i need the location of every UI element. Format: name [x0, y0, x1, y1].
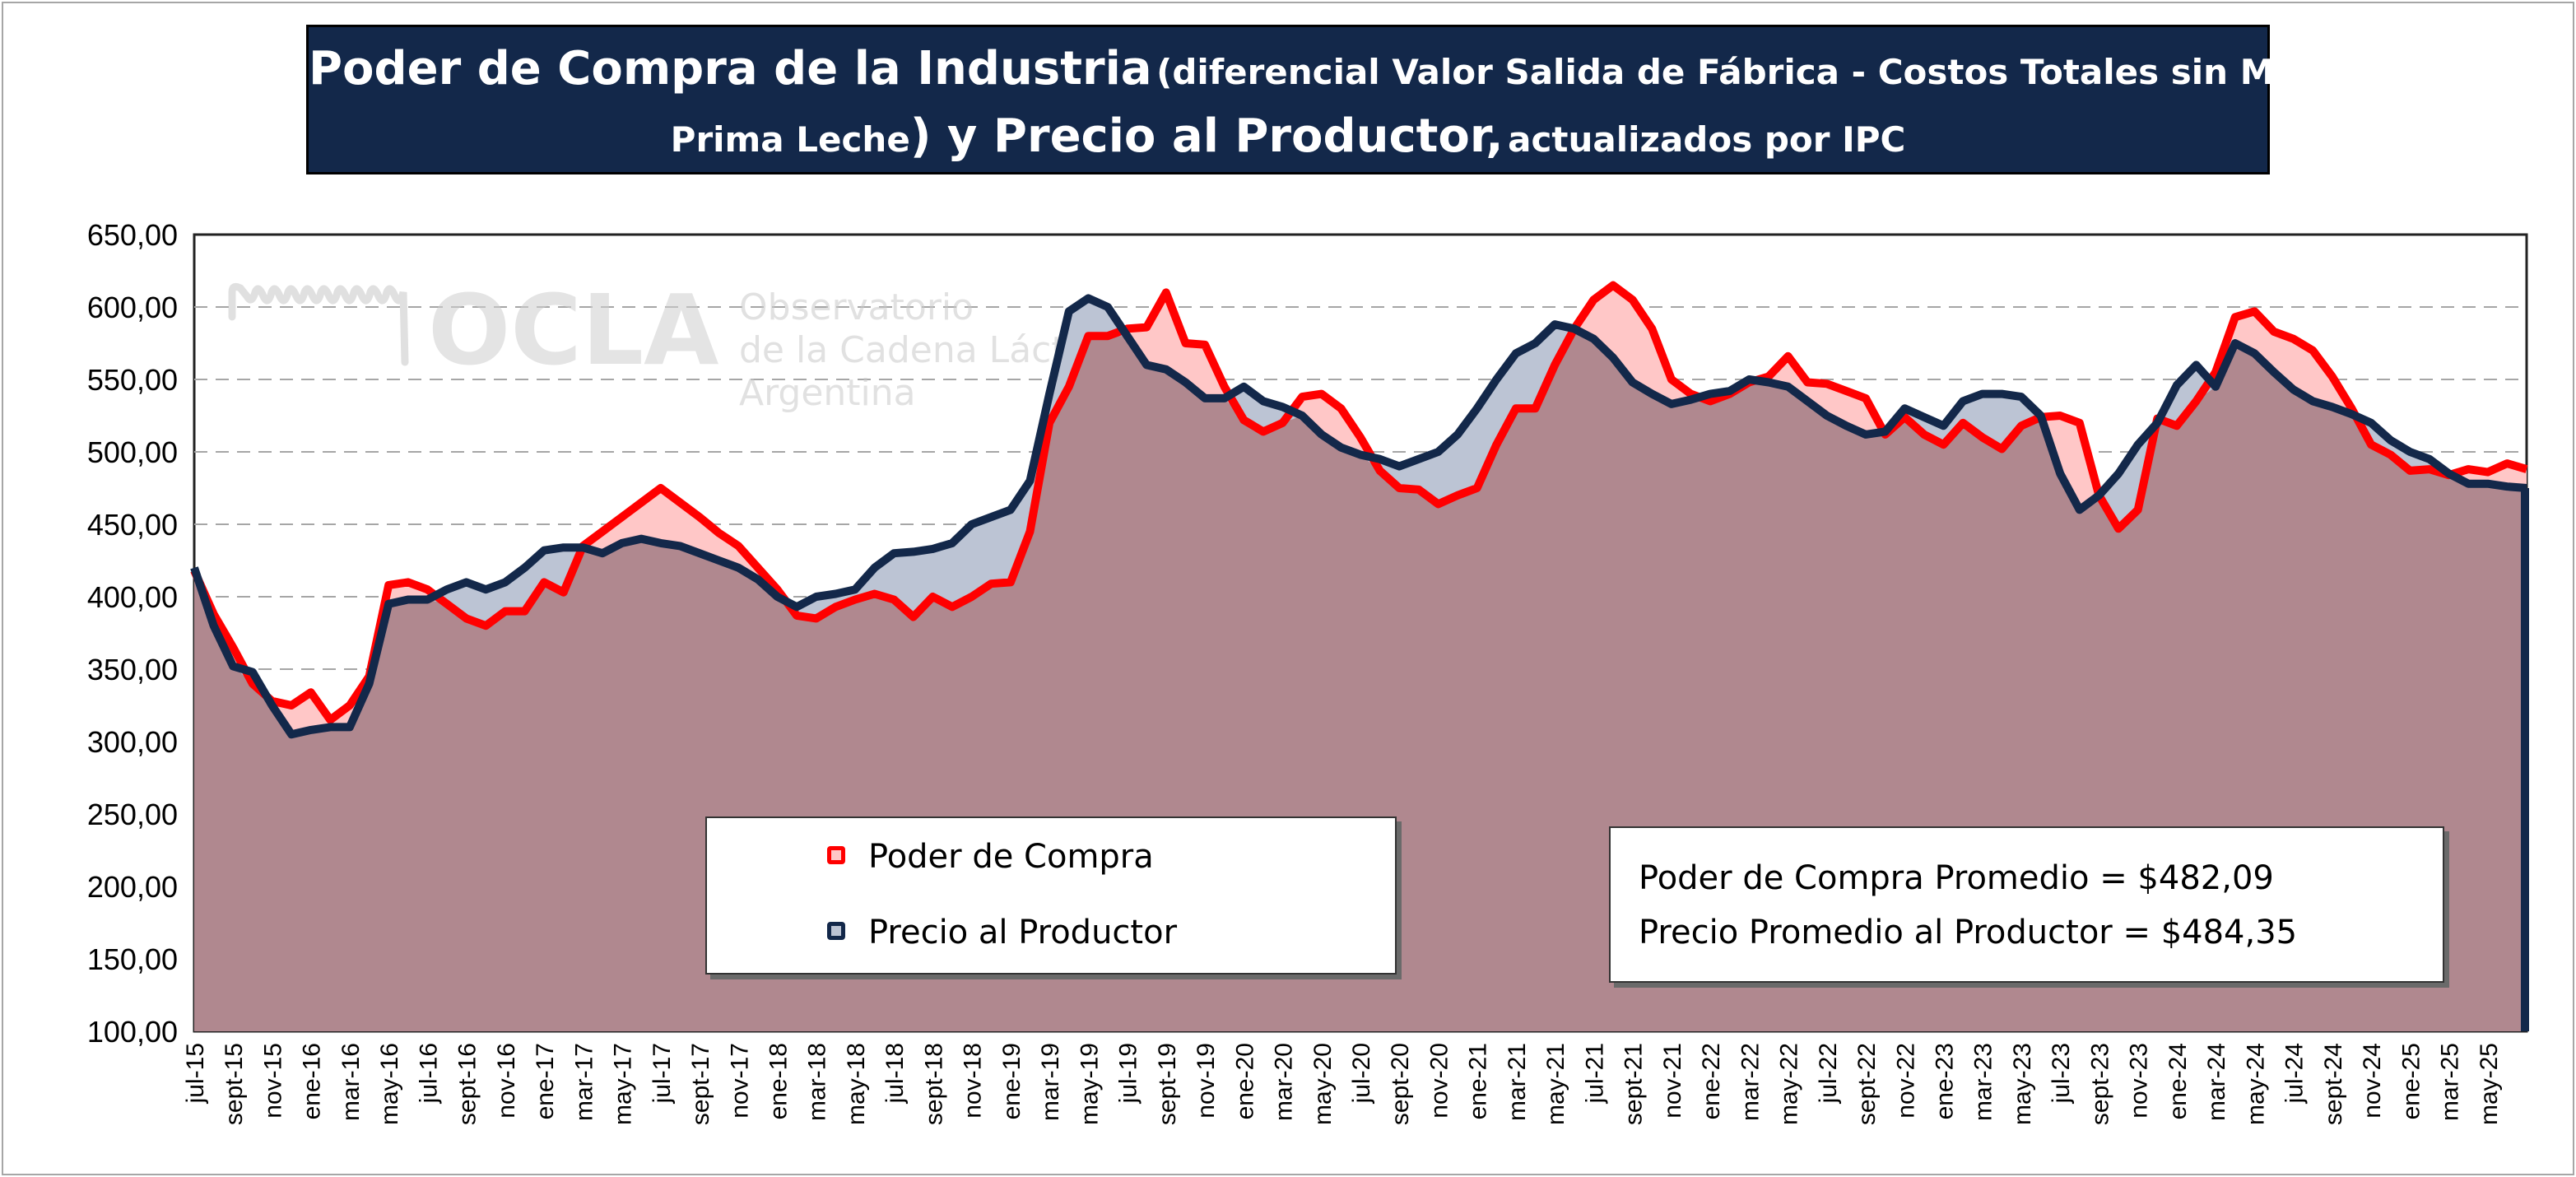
y-tick-label: 200,00: [87, 870, 178, 904]
x-tick-label: sept-16: [454, 1043, 481, 1125]
x-tick-label: nov-23: [2126, 1043, 2153, 1119]
y-axis: 100,00 150,00 200,00 250,00 300,00 350,00 400,…: [87, 218, 178, 1049]
x-tick-label: ene-16: [299, 1043, 326, 1119]
x-tick-label: may-22: [1776, 1043, 1803, 1125]
x-tick-label: nov-19: [1193, 1043, 1220, 1119]
x-tick-label: jul-22: [1815, 1043, 1842, 1104]
x-tick-label: sept-17: [687, 1043, 714, 1125]
x-tick-label: mar-18: [804, 1043, 831, 1121]
x-tick-label: ene-18: [765, 1043, 793, 1119]
watermark-line-3: Argentina: [739, 372, 916, 414]
y-tick-label: 650,00: [87, 218, 178, 252]
watermark-line-1: Observatorio: [739, 286, 974, 328]
poder-average: Poder de Compra Promedio = $482,09: [1639, 859, 2274, 897]
legend-item-poder: Poder de Compra: [827, 838, 1154, 876]
x-tick-label: may-24: [2242, 1043, 2269, 1125]
x-tick-label: mar-25: [2437, 1043, 2464, 1121]
x-tick-label: ene-23: [1932, 1043, 1959, 1119]
x-tick-label: may-18: [843, 1043, 870, 1125]
x-tick-label: sept-18: [920, 1043, 947, 1125]
x-tick-label: nov-15: [260, 1043, 287, 1119]
y-tick-label: 450,00: [87, 508, 178, 542]
x-tick-label: jul-24: [2281, 1043, 2309, 1104]
x-tick-label: nov-20: [1426, 1043, 1453, 1119]
x-tick-label: sept-15: [221, 1043, 248, 1125]
x-tick-label: may-17: [610, 1043, 637, 1125]
x-tick-label: jul-18: [881, 1043, 909, 1104]
x-tick-label: nov-17: [726, 1043, 753, 1119]
x-tick-label: nov-21: [1659, 1043, 1686, 1119]
y-tick-label: 300,00: [87, 725, 178, 759]
x-tick-label: may-16: [376, 1043, 403, 1125]
averages-box: Poder de Compra Promedio = $482,09 Preci…: [1609, 826, 2444, 983]
x-tick-label: mar-16: [337, 1043, 365, 1121]
x-tick-label: jul-17: [649, 1043, 676, 1104]
y-tick-label: 600,00: [87, 291, 178, 324]
x-tick-label: may-19: [1076, 1043, 1103, 1125]
x-axis: jul-15 sept-15 nov-15 ene-16 mar-16 may-16 jul…: [182, 1043, 2503, 1125]
x-tick-label: may-21: [1542, 1043, 1569, 1125]
precio-average: Precio Promedio al Productor = $484,35: [1639, 914, 2298, 951]
legend-swatch-poder: [827, 846, 845, 864]
x-tick-label: ene-17: [532, 1043, 559, 1119]
x-tick-label: nov-16: [493, 1043, 520, 1119]
x-tick-label: jul-16: [415, 1043, 442, 1104]
watermark-line-2: de la Cadena Láctea: [739, 329, 1110, 371]
x-tick-label: ene-25: [2397, 1043, 2425, 1119]
x-tick-label: ene-22: [1698, 1043, 1725, 1119]
ocla-logo-icon: [228, 282, 409, 366]
title-part-2: (diferencial Valor Salida de Fábrica - C…: [1156, 52, 2390, 92]
x-tick-label: may-25: [2476, 1043, 2503, 1125]
x-tick-label: may-23: [2009, 1043, 2036, 1125]
x-tick-label: mar-20: [1271, 1043, 1298, 1121]
x-tick-label: ene-19: [998, 1043, 1025, 1119]
y-tick-label: 150,00: [87, 942, 178, 976]
y-tick-label: 350,00: [87, 653, 178, 686]
y-tick-label: 100,00: [87, 1015, 178, 1049]
x-tick-label: mar-19: [1037, 1043, 1064, 1121]
x-tick-label: jul-19: [1115, 1043, 1142, 1104]
x-tick-label: sept-24: [2320, 1043, 2347, 1125]
y-tick-label: 250,00: [87, 798, 178, 831]
precio-line: [190, 294, 2527, 739]
y-tick-label: 400,00: [87, 580, 178, 614]
title-part-3: Prima Leche: [670, 119, 910, 160]
x-tick-label: sept-19: [1154, 1043, 1181, 1125]
x-tick-label: mar-22: [1737, 1043, 1764, 1121]
x-tick-label: nov-24: [2359, 1043, 2386, 1119]
x-tick-label: sept-23: [2086, 1043, 2113, 1125]
x-tick-label: mar-24: [2203, 1043, 2230, 1121]
legend-label-poder: Poder de Compra: [868, 838, 1154, 876]
chart-title: Poder de Compra de la Industria (diferen…: [306, 25, 2390, 174]
x-tick-label: mar-23: [1970, 1043, 1997, 1121]
legend-label-precio: Precio al Productor: [868, 914, 1178, 951]
title-part-5: actualizados por IPC: [1508, 119, 1906, 160]
x-tick-label: sept-21: [1620, 1043, 1648, 1125]
legend: Poder de Compra Precio al Productor: [705, 816, 1397, 975]
x-tick-label: nov-22: [1892, 1043, 1919, 1119]
x-tick-label: ene-21: [1465, 1043, 1492, 1119]
y-tick-label: 550,00: [87, 363, 178, 397]
x-tick-label: mar-21: [1504, 1043, 1531, 1121]
x-tick-label: sept-20: [1387, 1043, 1414, 1125]
ocla-watermark: OCLA Observatorio de la Cadena Láctea Ar…: [228, 273, 1110, 414]
x-tick-label: may-20: [1309, 1043, 1337, 1125]
legend-swatch-precio: [827, 922, 845, 940]
x-tick-label: ene-24: [2164, 1043, 2192, 1119]
x-tick-label: jul-20: [1348, 1043, 1375, 1104]
title-part-1: Poder de Compra de la Industria: [309, 42, 1152, 95]
x-tick-label: jul-23: [2048, 1043, 2075, 1104]
y-tick-label: 500,00: [87, 435, 178, 469]
ocla-logo-text: OCLA: [428, 273, 718, 387]
x-tick-label: sept-22: [1853, 1043, 1881, 1125]
legend-item-precio: Precio al Productor: [827, 914, 1178, 951]
x-tick-label: mar-17: [570, 1043, 598, 1121]
x-tick-label: jul-15: [182, 1043, 209, 1104]
x-tick-label: nov-18: [960, 1043, 987, 1119]
title-part-4: ) y Precio al Productor,: [909, 109, 1504, 163]
x-tick-label: ene-20: [1231, 1043, 1258, 1119]
x-tick-label: jul-21: [1581, 1043, 1608, 1104]
